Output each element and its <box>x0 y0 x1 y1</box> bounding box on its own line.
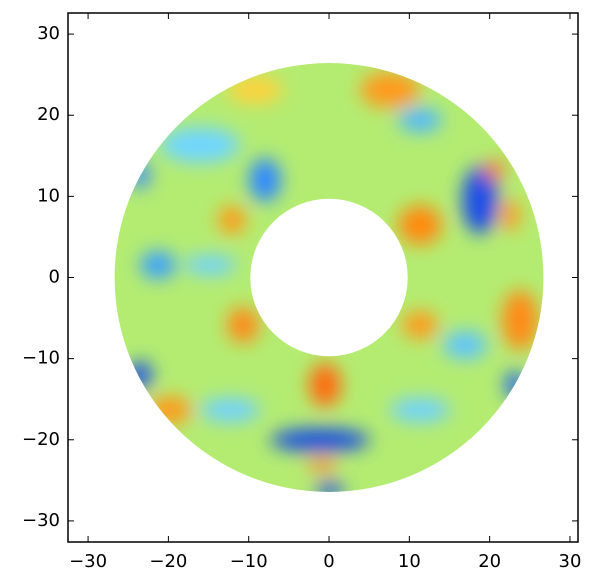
x-tick-label: 10 <box>398 551 421 572</box>
x-tick-label: −10 <box>230 551 268 572</box>
y-tick-label: −20 <box>22 429 60 450</box>
y-tick-label: 10 <box>37 185 60 206</box>
x-tick-label: −30 <box>69 551 107 572</box>
x-tick-label: 20 <box>478 551 501 572</box>
y-tick-label: −30 <box>22 510 60 531</box>
y-tick-label: 20 <box>37 104 60 125</box>
y-tick-label: 0 <box>49 267 60 288</box>
x-tick-label: 0 <box>323 551 334 572</box>
x-tick-label: 30 <box>559 551 582 572</box>
y-tick-label: −10 <box>22 348 60 369</box>
inner-boundary <box>250 199 407 356</box>
x-tick-label: −20 <box>149 551 187 572</box>
y-tick-label: 30 <box>37 23 60 44</box>
